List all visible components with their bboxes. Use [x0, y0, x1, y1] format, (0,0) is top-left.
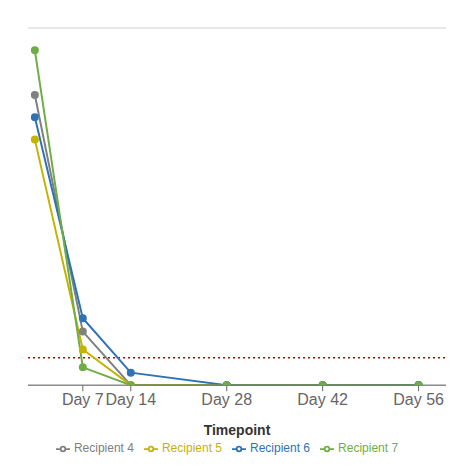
html-text:Recipient 5: Recipient 5: [162, 441, 222, 456]
svg-text:Day 28: Day 28: [201, 391, 252, 408]
svg-text:Day 7: Day 7: [62, 391, 104, 408]
svg-text:Day 14: Day 14: [105, 391, 156, 408]
html-text:Recipient 6: Recipient 6: [250, 441, 310, 456]
html-text:Recipient 4: Recipient 4: [73, 441, 134, 456]
svg-text:Timepoint: Timepoint: [204, 422, 271, 438]
svg-text:Day 42: Day 42: [297, 391, 348, 408]
html-text:Recipient 7: Recipient 7: [338, 441, 399, 456]
svg-text:Day 56: Day 56: [393, 391, 444, 408]
